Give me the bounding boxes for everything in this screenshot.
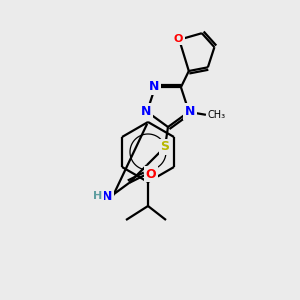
Text: O: O — [146, 167, 156, 181]
Text: N: N — [141, 105, 151, 118]
Text: O: O — [174, 34, 183, 44]
Text: S: S — [160, 140, 169, 154]
Text: H: H — [93, 191, 103, 201]
Text: CH₃: CH₃ — [208, 110, 226, 120]
Text: N: N — [185, 105, 195, 118]
Text: N: N — [102, 190, 112, 203]
Text: N: N — [149, 80, 159, 93]
